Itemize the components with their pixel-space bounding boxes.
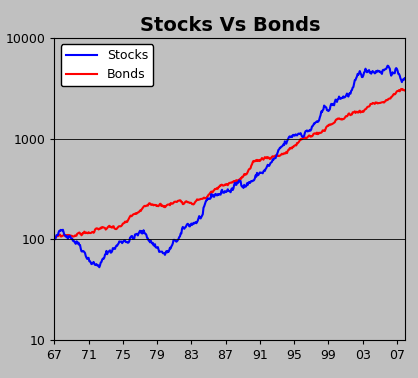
Stocks — [52, 237, 57, 242]
Bonds — [52, 237, 57, 242]
Stocks — [141, 228, 146, 232]
Bonds — [334, 117, 339, 122]
Stocks — [385, 64, 390, 68]
Stocks — [300, 135, 305, 139]
Bonds — [299, 137, 304, 141]
Bonds — [220, 183, 225, 188]
Stocks — [265, 164, 270, 169]
Bonds — [264, 156, 269, 161]
Stocks — [218, 192, 223, 197]
Legend: Stocks, Bonds: Stocks, Bonds — [61, 44, 153, 86]
Line: Bonds: Bonds — [54, 62, 418, 239]
Bonds — [140, 206, 145, 210]
Stocks — [335, 97, 340, 102]
Line: Stocks: Stocks — [54, 66, 418, 267]
Stocks — [97, 265, 102, 270]
Stocks — [221, 190, 226, 194]
Bonds — [217, 183, 222, 188]
Title: Stocks Vs Bonds: Stocks Vs Bonds — [140, 16, 320, 35]
